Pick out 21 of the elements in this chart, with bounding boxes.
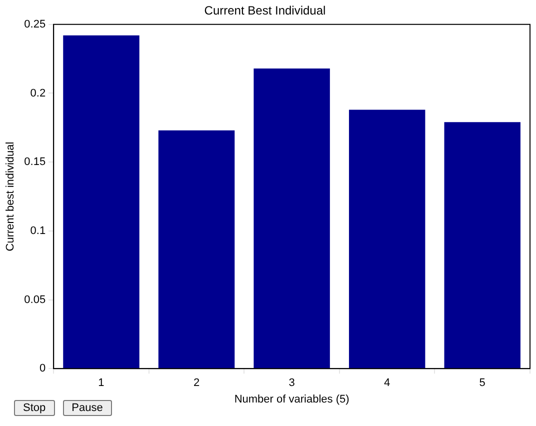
- x-tick-label: 1: [98, 377, 104, 390]
- chart-title: Current Best Individual: [204, 4, 326, 18]
- y-axis-title: Current best individual: [4, 142, 17, 252]
- y-tick-label: 0.05: [24, 294, 46, 306]
- text: Stop: [14, 400, 55, 416]
- y-tick-label: 0.25: [24, 18, 46, 30]
- bar: [444, 122, 520, 368]
- y-tick-label: 0.15: [24, 156, 46, 168]
- x-tick-label: 2: [193, 377, 200, 390]
- bar: [63, 35, 140, 368]
- bar: [254, 68, 330, 368]
- x-tick-label: 5: [479, 377, 486, 390]
- x-tick-label: 4: [384, 377, 390, 390]
- x-tick-label: 3: [288, 377, 295, 390]
- bar: [348, 110, 426, 368]
- y-tick-label: 0.1: [30, 224, 46, 237]
- y-tick-label: 0: [39, 362, 46, 375]
- text: Pause: [62, 400, 112, 416]
- x-axis-title: Number of variables (5): [234, 393, 350, 406]
- bar: [158, 130, 235, 368]
- y-tick-label: 0.2: [30, 87, 46, 100]
